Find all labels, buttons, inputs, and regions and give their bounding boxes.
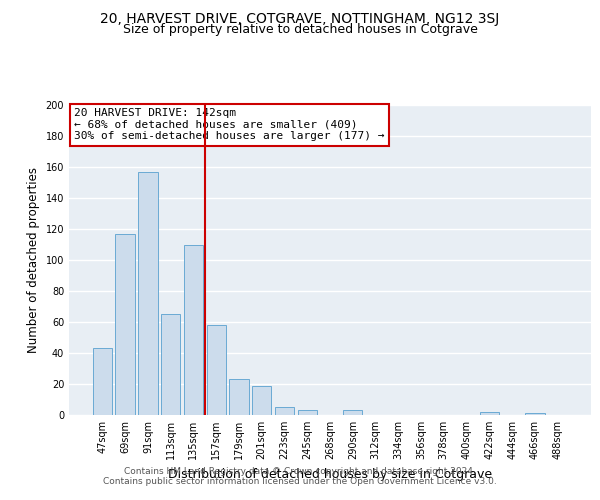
Bar	[298, 410, 317, 415]
Bar	[525, 414, 545, 415]
Text: Contains public sector information licensed under the Open Government Licence v3: Contains public sector information licen…	[103, 477, 497, 486]
Bar	[138, 172, 158, 415]
Text: Size of property relative to detached houses in Cotgrave: Size of property relative to detached ho…	[122, 24, 478, 36]
Bar	[115, 234, 135, 415]
Y-axis label: Number of detached properties: Number of detached properties	[27, 167, 40, 353]
Text: 20, HARVEST DRIVE, COTGRAVE, NOTTINGHAM, NG12 3SJ: 20, HARVEST DRIVE, COTGRAVE, NOTTINGHAM,…	[100, 12, 500, 26]
Bar	[93, 348, 112, 415]
Bar	[252, 386, 271, 415]
Text: 20 HARVEST DRIVE: 142sqm
← 68% of detached houses are smaller (409)
30% of semi-: 20 HARVEST DRIVE: 142sqm ← 68% of detach…	[74, 108, 385, 142]
Bar	[184, 244, 203, 415]
Bar	[479, 412, 499, 415]
Bar	[275, 407, 294, 415]
X-axis label: Distribution of detached houses by size in Cotgrave: Distribution of detached houses by size …	[168, 468, 492, 480]
Bar	[161, 314, 181, 415]
Bar	[343, 410, 362, 415]
Text: Contains HM Land Registry data © Crown copyright and database right 2024.: Contains HM Land Registry data © Crown c…	[124, 467, 476, 476]
Bar	[229, 380, 248, 415]
Bar	[206, 325, 226, 415]
